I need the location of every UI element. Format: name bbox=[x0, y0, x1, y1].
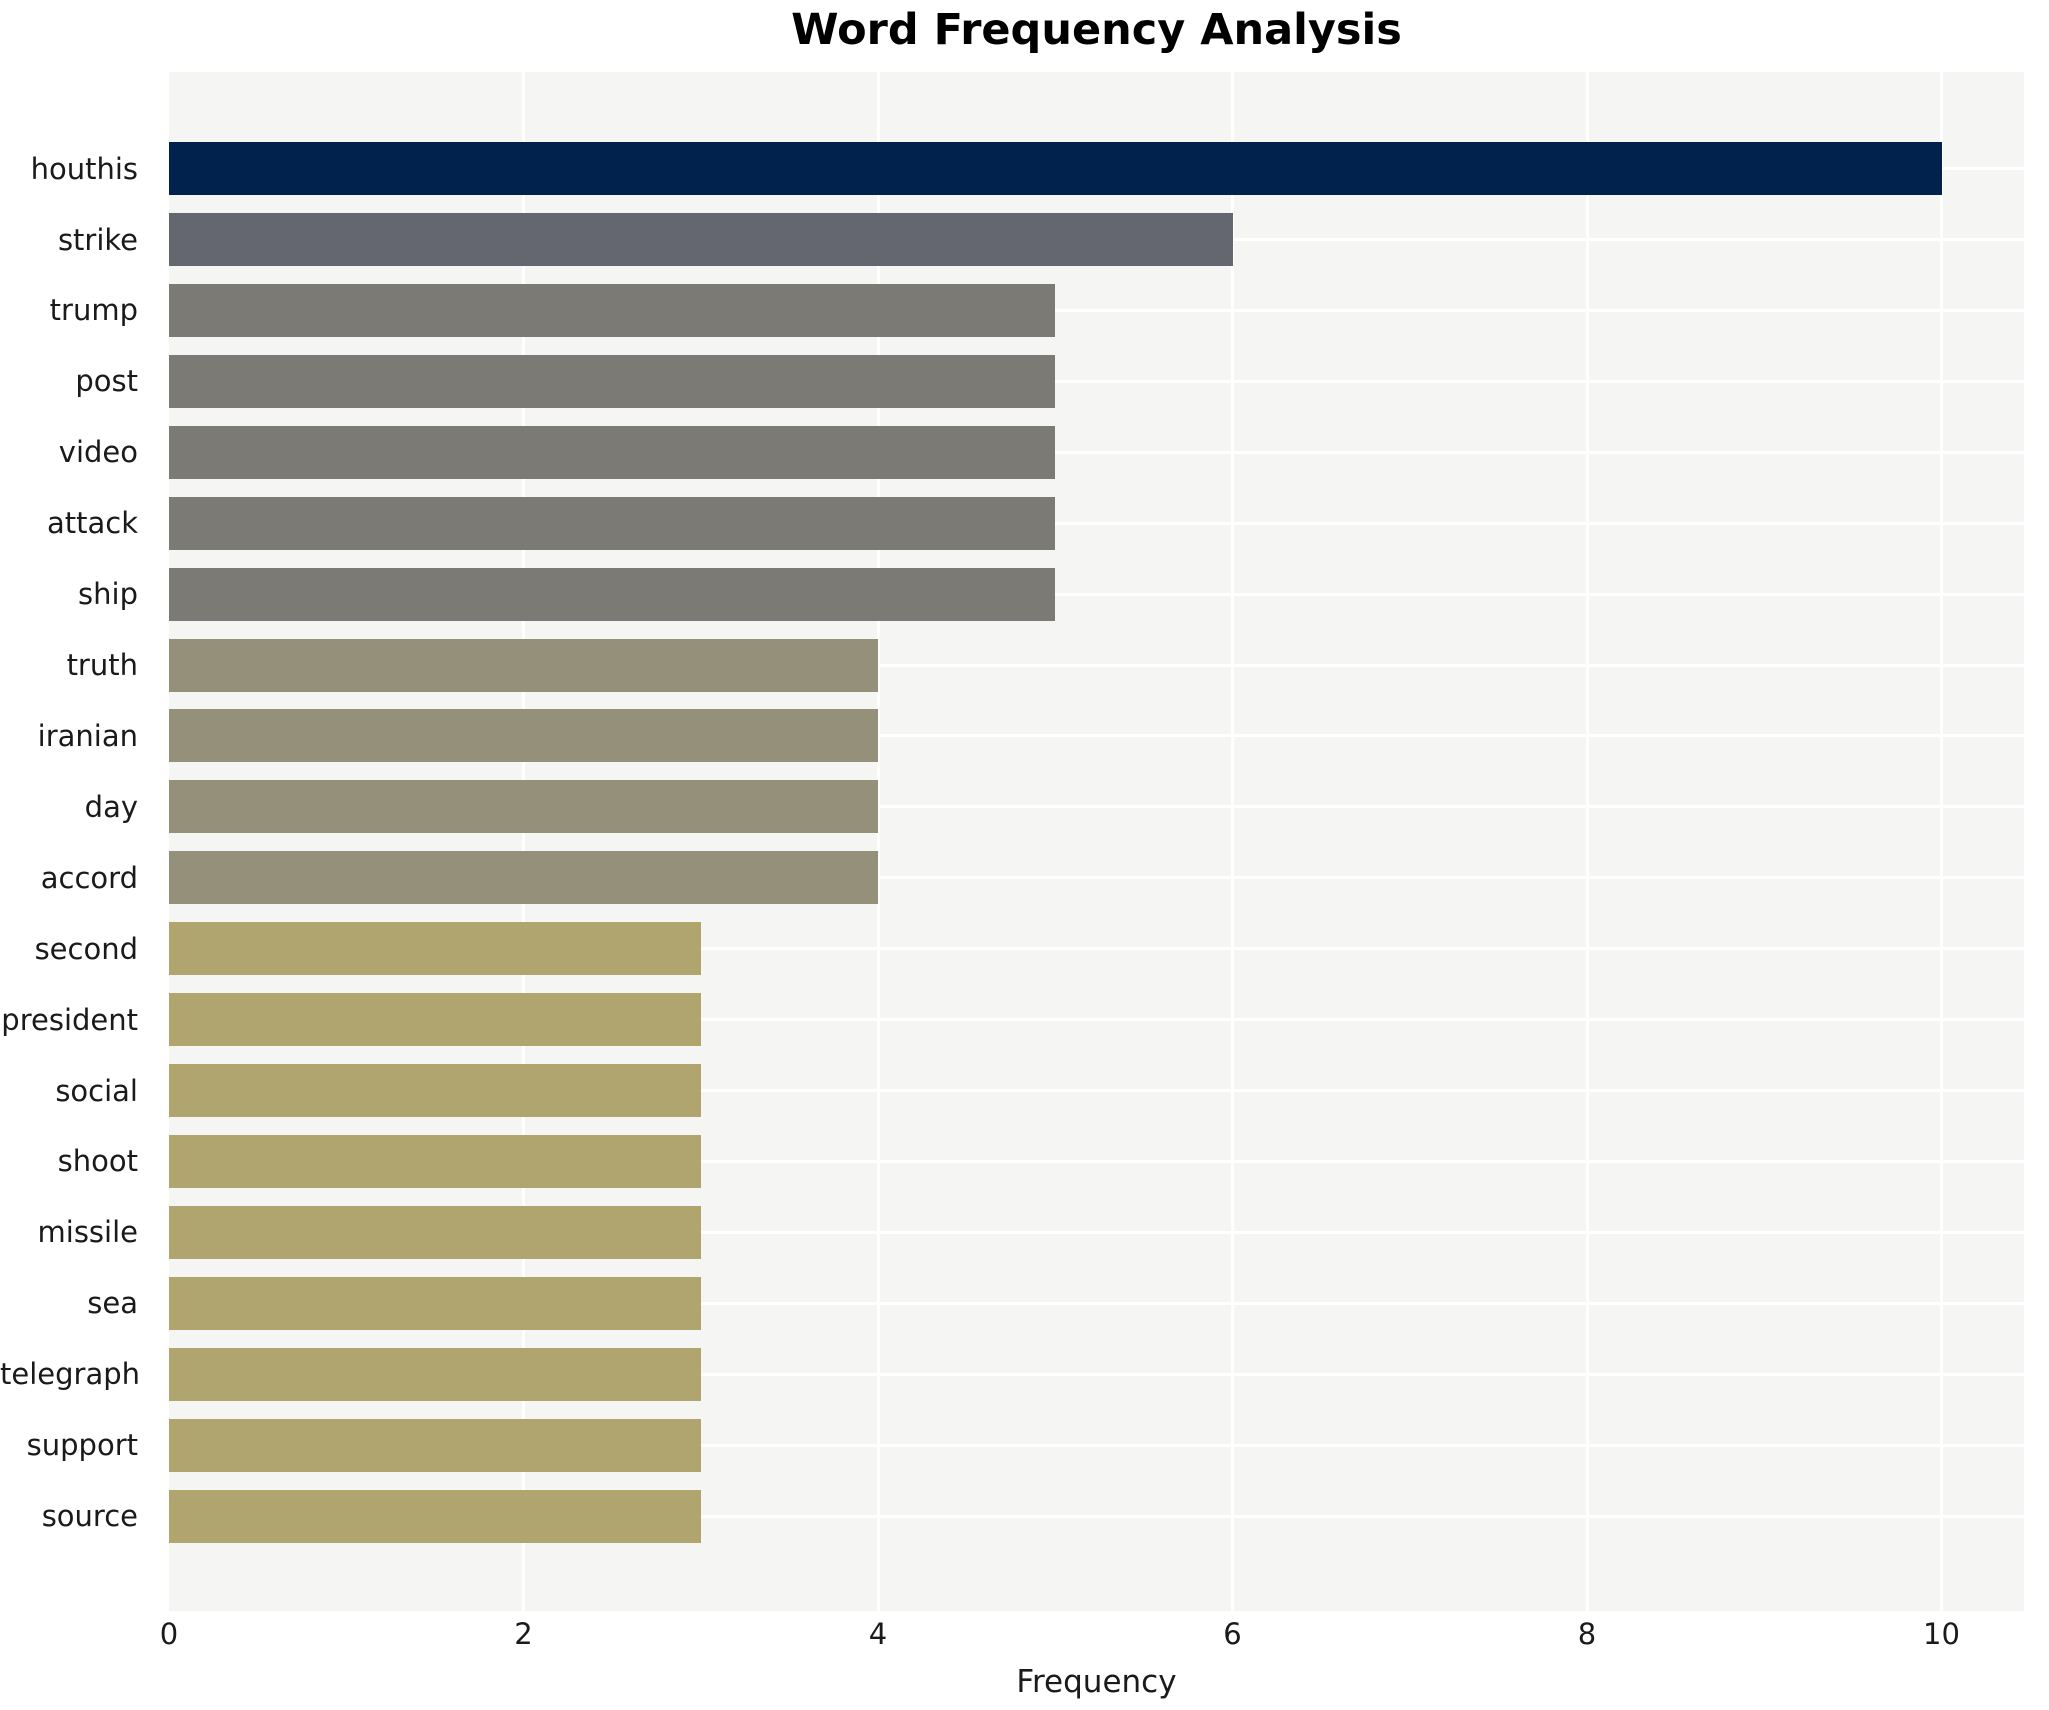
y-tick-label-day: day bbox=[84, 789, 138, 824]
bar-houthis bbox=[169, 142, 1942, 196]
bar-social bbox=[169, 1064, 701, 1118]
y-gridline-sea bbox=[169, 1301, 2024, 1305]
x-gridline-4 bbox=[876, 72, 880, 1611]
y-gridline-source bbox=[169, 1514, 2024, 1518]
y-gridline-trump bbox=[169, 308, 2024, 312]
x-axis: 0 2 4 6 8 10 bbox=[0, 1616, 2049, 1656]
bar-trump bbox=[169, 283, 1056, 337]
bar-ship bbox=[169, 567, 1056, 621]
y-tick-label-houthis: houthis bbox=[30, 151, 138, 186]
y-gridline-missile bbox=[169, 1230, 2024, 1234]
bar-sea bbox=[169, 1276, 701, 1330]
y-tick-label-iranian: iranian bbox=[37, 718, 138, 753]
y-gridline-accord bbox=[169, 876, 2024, 880]
bar-second bbox=[169, 922, 701, 976]
bar-telegraph bbox=[169, 1347, 701, 1401]
x-tick-label-0: 0 bbox=[159, 1617, 179, 1651]
bar-support bbox=[169, 1418, 701, 1472]
x-gridline-10 bbox=[1940, 72, 1943, 1611]
bar-accord bbox=[169, 851, 878, 905]
y-tick-label-president: president bbox=[1, 1002, 138, 1037]
y-gridline-telegraph bbox=[169, 1372, 2024, 1376]
bar-strike bbox=[169, 213, 1233, 267]
y-gridline-ship bbox=[169, 592, 2024, 596]
y-tick-label-second: second bbox=[34, 931, 138, 966]
y-gridline-social bbox=[169, 1089, 2024, 1093]
y-tick-label-shoot: shoot bbox=[57, 1144, 138, 1179]
y-tick-label-strike: strike bbox=[57, 222, 138, 257]
x-gridline-6 bbox=[1231, 72, 1234, 1611]
bar-shoot bbox=[169, 1134, 701, 1188]
y-gridline-truth bbox=[169, 663, 2024, 667]
bar-attack bbox=[169, 496, 1056, 550]
y-gridline-post bbox=[169, 379, 2024, 383]
y-tick-label-ship: ship bbox=[78, 577, 138, 612]
y-tick-label-missile: missile bbox=[37, 1215, 138, 1250]
bar-iranian bbox=[169, 709, 878, 763]
y-tick-label-attack: attack bbox=[46, 506, 138, 541]
y-tick-label-post: post bbox=[75, 364, 138, 399]
y-tick-label-source: source bbox=[41, 1499, 138, 1534]
y-tick-label-accord: accord bbox=[40, 860, 138, 895]
y-gridline-support bbox=[169, 1443, 2024, 1447]
chart-title: Word Frequency Analysis bbox=[791, 5, 1402, 55]
y-gridline-president bbox=[169, 1018, 2024, 1022]
y-tick-label-sea: sea bbox=[87, 1286, 138, 1321]
y-gridline-day bbox=[169, 805, 2024, 809]
plot-area bbox=[169, 72, 2024, 1611]
x-tick-label-6: 6 bbox=[1223, 1617, 1242, 1651]
y-gridline-second bbox=[169, 947, 2024, 951]
bar-president bbox=[169, 993, 701, 1047]
y-tick-label-truth: truth bbox=[66, 648, 138, 683]
bar-source bbox=[169, 1489, 701, 1543]
bar-missile bbox=[169, 1205, 701, 1259]
y-gridline-attack bbox=[169, 521, 2024, 525]
y-tick-label-video: video bbox=[58, 435, 138, 470]
bar-video bbox=[169, 425, 1056, 479]
y-tick-label-social: social bbox=[55, 1073, 138, 1108]
y-gridline-video bbox=[169, 450, 2024, 454]
y-tick-label-telegraph: telegraph bbox=[0, 1357, 141, 1392]
y-gridline-iranian bbox=[169, 734, 2024, 738]
y-tick-label-support: support bbox=[26, 1428, 138, 1463]
bar-day bbox=[169, 780, 878, 834]
bar-truth bbox=[169, 638, 878, 692]
x-tick-label-4: 4 bbox=[868, 1617, 888, 1651]
y-tick-label-trump: trump bbox=[49, 293, 138, 328]
y-gridline-shoot bbox=[169, 1159, 2024, 1163]
x-gridline-8 bbox=[1585, 72, 1589, 1611]
x-tick-label-10: 10 bbox=[1923, 1617, 1960, 1651]
x-tick-label-2: 2 bbox=[514, 1617, 533, 1651]
bar-post bbox=[169, 354, 1056, 408]
x-axis-title: Frequency bbox=[1016, 1664, 1177, 1700]
x-gridline-2 bbox=[522, 72, 525, 1611]
y-axis: houthis strike trump post video attack ship tru… bbox=[0, 0, 152, 1710]
x-tick-label-8: 8 bbox=[1577, 1617, 1597, 1651]
